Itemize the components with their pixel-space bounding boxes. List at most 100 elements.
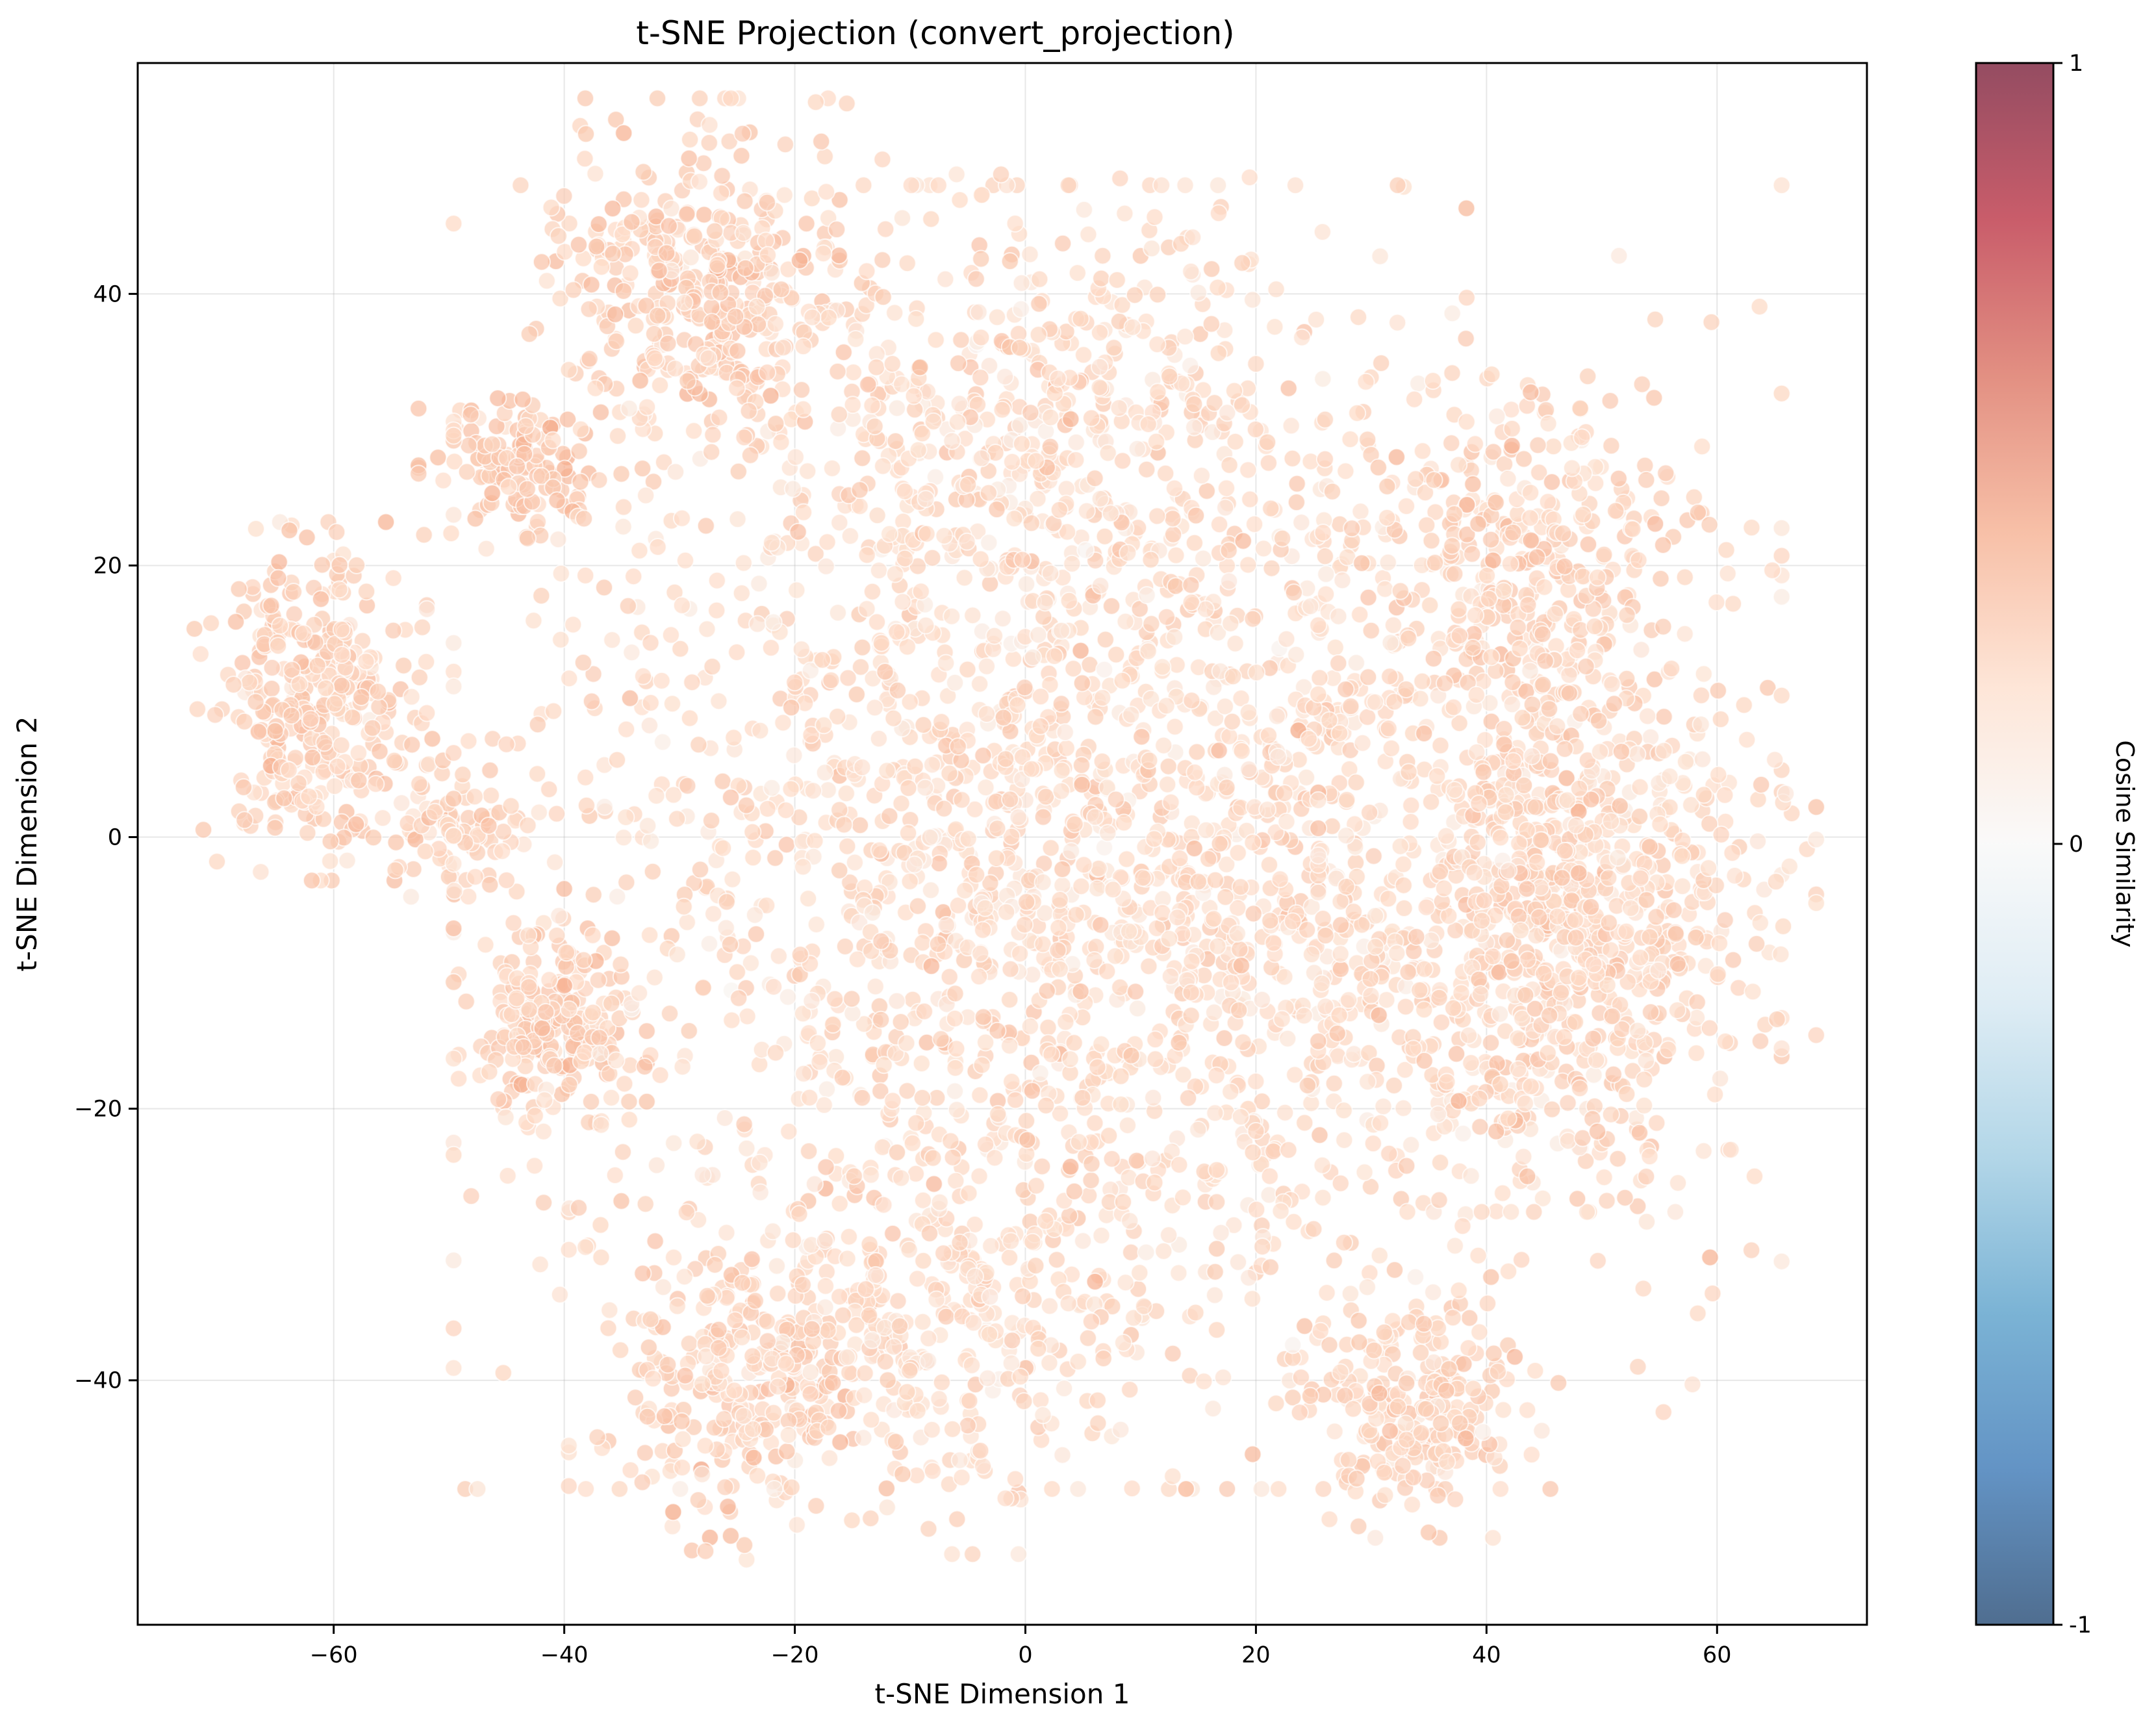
scatter-point <box>609 427 627 446</box>
scatter-point <box>549 530 568 549</box>
scatter-point <box>815 716 833 735</box>
scatter-point <box>1330 1006 1349 1024</box>
scatter-point <box>1370 1246 1389 1265</box>
scatter-point <box>651 1066 670 1084</box>
scatter-point <box>1146 1050 1165 1069</box>
scatter-point <box>876 220 895 238</box>
scatter-point <box>1239 703 1258 722</box>
scatter-point <box>1571 704 1590 723</box>
scatter-point <box>1401 813 1420 831</box>
scatter-point <box>481 761 500 780</box>
scatter-point <box>854 1429 873 1447</box>
scatter-point <box>728 510 747 529</box>
scatter-point <box>1002 1073 1021 1091</box>
scatter-point <box>898 1082 917 1100</box>
scatter-point <box>1628 744 1647 763</box>
scatter-point <box>758 246 777 264</box>
scatter-point <box>1187 743 1206 761</box>
scatter-point <box>958 660 977 679</box>
scatter-point <box>734 223 753 242</box>
scatter-point <box>780 1122 798 1141</box>
scatter-point <box>1182 983 1200 1002</box>
scatter-point <box>722 1011 741 1030</box>
scatter-point <box>1122 1046 1141 1065</box>
scatter-point <box>1337 877 1356 896</box>
scatter-point <box>1301 597 1320 616</box>
scatter-point <box>1475 891 1493 910</box>
scatter-point <box>444 505 463 524</box>
scatter-point <box>529 803 548 822</box>
scatter-point <box>1584 955 1603 974</box>
scatter-point <box>1182 1006 1200 1025</box>
scatter-point <box>847 685 866 704</box>
scatter-point <box>607 110 626 129</box>
scatter-point <box>722 788 740 807</box>
scatter-point <box>1218 1480 1237 1498</box>
scatter-point <box>1145 1173 1164 1192</box>
scatter-point <box>785 746 804 765</box>
scatter-point <box>1015 678 1034 697</box>
scatter-point <box>518 479 537 498</box>
scatter-point <box>1573 428 1592 447</box>
scatter-point <box>1543 1100 1562 1119</box>
scatter-point <box>804 782 822 800</box>
scatter-point <box>845 853 864 872</box>
scatter-point <box>602 994 621 1013</box>
scatter-point <box>559 1436 578 1455</box>
scatter-point <box>385 751 403 770</box>
scatter-point <box>1579 367 1597 386</box>
scatter-point <box>1206 871 1224 889</box>
scatter-point <box>823 459 841 477</box>
scatter-point <box>1499 1262 1518 1280</box>
scatter-point <box>1107 645 1126 664</box>
scatter-point <box>671 1480 690 1498</box>
scatter-point <box>1415 1051 1434 1070</box>
scatter-point <box>1055 1379 1074 1398</box>
scatter-point <box>1221 1082 1240 1101</box>
scatter-point <box>814 244 833 263</box>
scatter-point <box>898 637 917 656</box>
scatter-point <box>1516 1094 1534 1113</box>
scatter-point <box>603 199 622 218</box>
scatter-point <box>1772 1252 1791 1271</box>
scatter-point <box>1117 850 1136 869</box>
scatter-point <box>1807 830 1825 849</box>
scatter-point <box>648 306 667 325</box>
scatter-point <box>1445 781 1464 799</box>
scatter-point <box>497 735 516 754</box>
scatter-point <box>1535 578 1554 596</box>
scatter-point <box>1402 1136 1421 1154</box>
scatter-point <box>1088 1058 1107 1076</box>
scatter-point <box>1199 850 1218 869</box>
scatter-point <box>705 1256 724 1274</box>
scatter-point <box>1313 223 1332 241</box>
scatter-point <box>1110 399 1128 417</box>
scatter-point <box>631 372 650 390</box>
scatter-point <box>1215 697 1234 716</box>
scatter-point <box>1226 634 1245 653</box>
scatter-point <box>531 1255 550 1274</box>
scatter-point <box>787 1516 806 1534</box>
scatter-point <box>266 722 285 741</box>
scatter-point <box>1029 626 1048 644</box>
scatter-point <box>943 1148 962 1167</box>
scatter-point <box>1538 1043 1557 1062</box>
scatter-point <box>1724 594 1742 613</box>
scatter-point <box>857 546 876 565</box>
scatter-point <box>1387 448 1406 466</box>
scatter-point <box>621 1461 640 1479</box>
scatter-point <box>888 681 907 700</box>
scatter-point <box>1362 986 1380 1005</box>
scatter-point <box>1503 437 1521 455</box>
scatter-point <box>1085 808 1104 826</box>
scatter-point <box>1504 523 1523 542</box>
scatter-point <box>550 906 568 925</box>
scatter-point <box>1277 630 1296 648</box>
scatter-point <box>1182 952 1201 971</box>
scatter-point <box>1749 832 1767 850</box>
scatter-point <box>442 524 461 542</box>
scatter-point <box>480 1062 499 1081</box>
scatter-point <box>1503 673 1522 692</box>
scatter-point <box>1406 470 1425 489</box>
scatter-point <box>483 484 501 503</box>
